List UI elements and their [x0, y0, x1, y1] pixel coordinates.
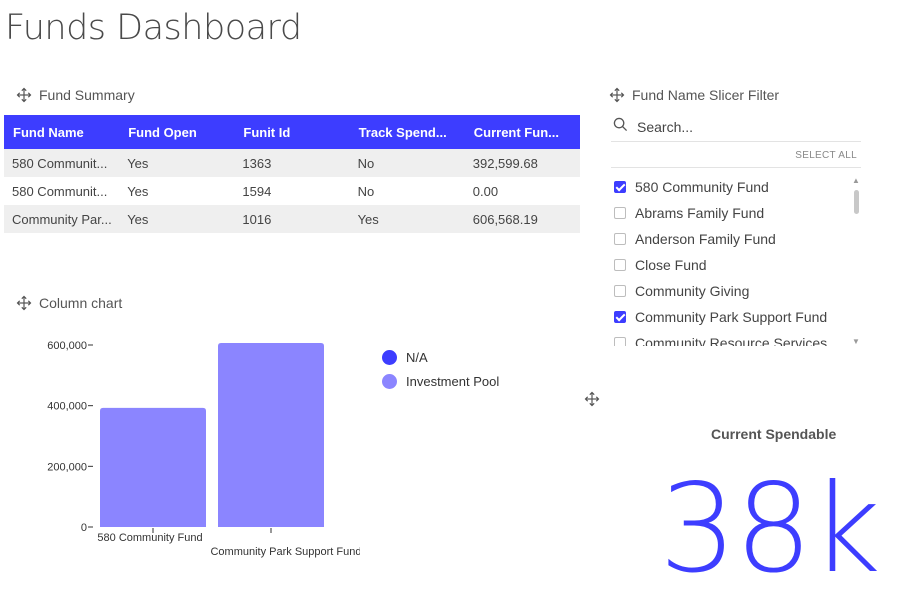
slicer-item-label: Community Park Support Fund: [635, 309, 828, 325]
slicer-item-label: Community Giving: [635, 283, 750, 299]
checkbox[interactable]: [614, 233, 626, 245]
select-all-button[interactable]: SELECT ALL: [611, 142, 861, 168]
table-cell: Community Par...: [12, 211, 112, 227]
slicer-scrollbar[interactable]: ▲ ▼: [851, 174, 861, 346]
slicer-item[interactable]: 580 Community Fund: [611, 174, 861, 200]
table-cell: 606,568.19: [472, 211, 538, 227]
legend-label: Investment Pool: [406, 373, 500, 389]
scroll-thumb[interactable]: [854, 190, 859, 214]
table-cell: 580 Communit...: [12, 183, 108, 199]
table-cell: 0.00: [472, 183, 499, 199]
table-cell: No: [357, 155, 375, 171]
kpi-value: 38k: [659, 458, 881, 600]
search-box: [611, 112, 861, 142]
slicer-item[interactable]: Community Resource Services: [611, 330, 861, 346]
table-cell: No: [357, 183, 375, 199]
checkbox[interactable]: [614, 207, 626, 219]
slicer-header: Fund Name Slicer Filter: [609, 87, 779, 103]
scroll-up-icon[interactable]: ▲: [852, 176, 860, 185]
x-tick-label: Community Park Support Fund: [210, 546, 360, 558]
bar[interactable]: [100, 407, 206, 527]
checkbox[interactable]: [614, 285, 626, 297]
move-icon[interactable]: [609, 87, 625, 103]
legend-swatch: [382, 349, 397, 365]
search-input[interactable]: [637, 118, 837, 135]
slicer-item[interactable]: Abrams Family Fund: [611, 200, 861, 226]
checkbox-checked[interactable]: [614, 311, 626, 323]
scroll-down-icon[interactable]: ▼: [852, 337, 860, 346]
y-tick-label: 400,000: [47, 401, 87, 413]
checkbox[interactable]: [614, 337, 626, 346]
column-chart-header: Column chart: [16, 295, 122, 311]
fund-summary-header: Fund Summary: [16, 87, 135, 103]
checkbox-checked[interactable]: [614, 181, 626, 193]
page-title: Funds Dashboard: [5, 8, 302, 48]
table-cell: 1594: [242, 183, 272, 199]
legend-item[interactable]: N/A: [382, 345, 499, 369]
move-icon[interactable]: [584, 391, 600, 407]
column-chart-title: Column chart: [39, 295, 123, 311]
move-icon[interactable]: [16, 87, 32, 103]
fund-name-slicer: SELECT ALL 580 Community Fund Abrams Fami…: [611, 112, 861, 346]
search-icon: [613, 117, 628, 137]
table-row[interactable]: Community Par... Yes 1016 Yes 606,568.19: [4, 205, 580, 233]
table-cell: 580 Communit...: [12, 155, 108, 171]
chart-legend: N/A Investment Pool: [382, 345, 499, 393]
slicer-item-label: Close Fund: [635, 257, 707, 273]
checkbox[interactable]: [614, 259, 626, 271]
slicer-item-label: Anderson Family Fund: [635, 231, 776, 247]
legend-swatch: [382, 373, 397, 389]
slicer-item[interactable]: Community Park Support Fund: [611, 304, 861, 330]
slicer-item[interactable]: Close Fund: [611, 252, 861, 278]
y-tick-label: 600,000: [47, 340, 87, 352]
y-tick-label: 0: [81, 522, 87, 534]
table-row[interactable]: 580 Communit... Yes 1363 No 392,599.68: [4, 149, 580, 177]
column-header-fund-open[interactable]: Fund Open: [128, 124, 197, 140]
table-header-row: Fund Name Fund Open Funit Id Track Spend…: [4, 115, 580, 149]
table-cell: Yes: [127, 155, 149, 171]
table-cell: 1016: [242, 211, 272, 227]
y-tick-label: 200,000: [47, 461, 87, 473]
slicer-title: Fund Name Slicer Filter: [632, 87, 780, 103]
table-row[interactable]: 580 Communit... Yes 1594 No 0.00: [4, 177, 580, 205]
column-header-funit-id[interactable]: Funit Id: [243, 124, 291, 140]
x-tick-label: 580 Community Fund: [97, 532, 202, 544]
slicer-item-label: 580 Community Fund: [635, 179, 769, 195]
legend-label: N/A: [406, 349, 428, 365]
legend-item[interactable]: Investment Pool: [382, 369, 499, 393]
kpi-label: Current Spendable: [711, 426, 837, 442]
slicer-item[interactable]: Anderson Family Fund: [611, 226, 861, 252]
fund-summary-table: Fund Name Fund Open Funit Id Track Spend…: [4, 115, 580, 233]
table-cell: Yes: [127, 183, 149, 199]
column-header-current-funds[interactable]: Current Fun...: [473, 124, 559, 140]
slicer-item[interactable]: Community Giving: [611, 278, 861, 304]
slicer-list: 580 Community Fund Abrams Family Fund Ande…: [611, 174, 861, 346]
table-cell: Yes: [357, 211, 379, 227]
slicer-item-label: Abrams Family Fund: [635, 205, 765, 221]
table-cell: 1363: [242, 155, 272, 171]
column-header-fund-name[interactable]: Fund Name: [13, 124, 84, 140]
column-chart: 600,000 400,000 200,000 0 580 Community Fund…: [47, 340, 360, 558]
table-cell: Yes: [127, 211, 149, 227]
fund-summary-title: Fund Summary: [39, 87, 135, 103]
table-cell: 392,599.68: [472, 155, 538, 171]
move-icon[interactable]: [16, 295, 32, 311]
bar[interactable]: [218, 343, 324, 527]
slicer-item-label: Community Resource Services: [635, 335, 828, 346]
column-header-track-spend[interactable]: Track Spend...: [358, 124, 447, 140]
